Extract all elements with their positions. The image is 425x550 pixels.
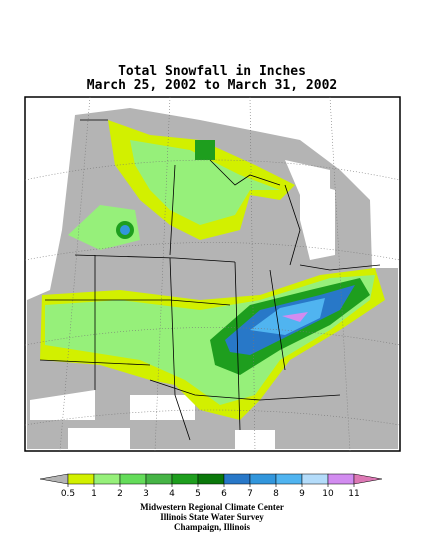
colorbar-label: 9 bbox=[299, 489, 305, 499]
colorbar-segment bbox=[223, 473, 251, 485]
colorbar-segment bbox=[93, 473, 121, 485]
colorbar-under bbox=[39, 473, 69, 485]
credit-line: Champaign, Illinois bbox=[174, 522, 251, 532]
snow-core bbox=[282, 312, 308, 322]
colorbar-segment bbox=[301, 473, 329, 485]
state-boundaries bbox=[39, 119, 381, 441]
colorbar-segment bbox=[275, 473, 303, 485]
snow-area bbox=[130, 140, 280, 225]
colorbar-label: 7 bbox=[247, 489, 253, 499]
colorbar-segment bbox=[145, 473, 173, 485]
colorbar-label: 2 bbox=[117, 489, 123, 499]
graticule bbox=[24, 96, 401, 452]
colorbar-segment bbox=[249, 473, 277, 485]
colorbar-label: 4 bbox=[169, 489, 175, 499]
credit-line: Illinois State Water Survey bbox=[160, 512, 264, 522]
colorbar-segment bbox=[171, 473, 199, 485]
map bbox=[24, 96, 401, 452]
credit-line: Midwestern Regional Climate Center bbox=[140, 502, 284, 512]
title-line: March 25, 2002 to March 31, 2002 bbox=[87, 78, 337, 93]
snow-area bbox=[195, 140, 215, 160]
lakes-and-no-data bbox=[30, 160, 335, 449]
colorbar-segment bbox=[67, 473, 95, 485]
colorbar-label: 1 bbox=[91, 489, 97, 499]
colorbar-label: 0.5 bbox=[61, 489, 75, 499]
colorbar: 0.5 1 2 3 4 5 6 7 8 9 10 11 bbox=[39, 473, 383, 499]
colorbar-label: 11 bbox=[348, 489, 359, 499]
snow-area bbox=[68, 205, 140, 250]
title-line: Total Snowfall in Inches bbox=[118, 64, 306, 79]
colorbar-label: 5 bbox=[195, 489, 201, 499]
colorbar-label: 8 bbox=[273, 489, 279, 499]
colorbar-label: 3 bbox=[143, 489, 149, 499]
colorbar-label: 6 bbox=[221, 489, 227, 499]
colorbar-segment bbox=[197, 473, 225, 485]
colorbar-segment bbox=[119, 473, 147, 485]
colorbar-segment bbox=[327, 473, 355, 485]
snow-area bbox=[120, 225, 130, 235]
colorbar-over bbox=[353, 473, 383, 485]
colorbar-label: 10 bbox=[322, 489, 334, 499]
